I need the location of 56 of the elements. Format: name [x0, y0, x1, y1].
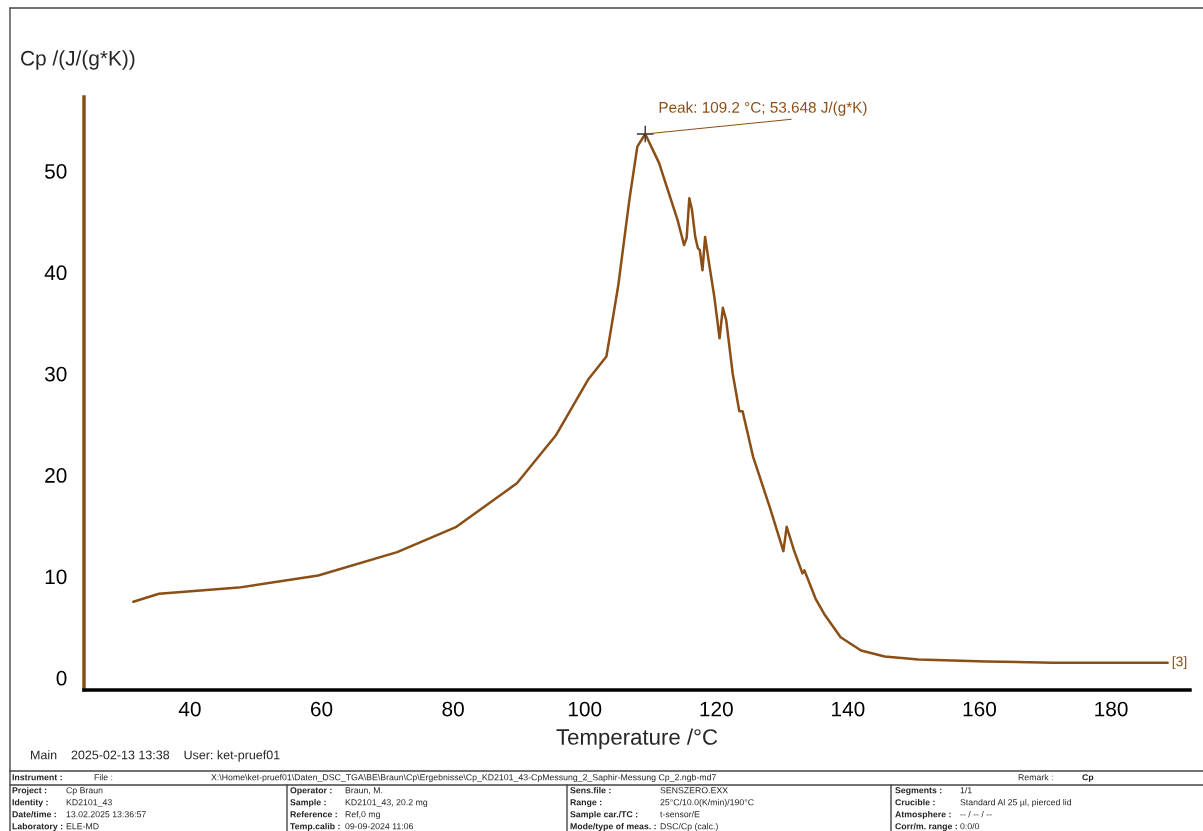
text: Identity : — [12, 798, 48, 808]
x-tick-label: 160 — [963, 701, 997, 717]
text: Reference : — [290, 810, 337, 818]
text: Range : — [570, 799, 602, 808]
text: Crucible : — [895, 798, 935, 806]
y-tick-label: 0 — [56, 670, 67, 686]
text: KD2101_43 — [66, 799, 112, 807]
text: Atmosphere : — [895, 810, 951, 820]
text: Ref,0 mg — [345, 810, 380, 820]
text: Remark : — [1018, 773, 1053, 781]
text: ELE-MD — [66, 823, 99, 830]
text: Sample car./TC : — [570, 810, 638, 820]
text: Date/time : — [12, 810, 56, 818]
text: 1/1 — [960, 786, 972, 794]
text: 09-09-2024 11:06 — [345, 823, 414, 830]
text: DSC/Cp (calc.) — [660, 822, 718, 831]
text: Corr/m. range : — [895, 822, 957, 831]
x-tick-label: 60 — [310, 701, 333, 717]
text: Laboratory : — [12, 822, 63, 831]
text: 0:0/0 — [960, 822, 980, 830]
text: t-sensor/E — [660, 810, 700, 818]
y-axis-title: Cp /(J/(g*K)) — [21, 50, 135, 70]
text: Sens.file : — [570, 786, 611, 794]
text: Project : — [12, 786, 47, 796]
text: 25°C/10.0(K/min)/190°C — [660, 798, 754, 808]
y-tick-label: 10 — [45, 569, 67, 585]
text: Temp.calib : — [290, 822, 340, 831]
text: Instrument : — [12, 774, 62, 781]
annotation: [3] — [1172, 656, 1187, 670]
text: Segments : — [895, 787, 942, 796]
text: SENSZERO.EXX — [660, 787, 728, 794]
y-tick-label: 40 — [44, 265, 67, 281]
text: File : — [94, 773, 113, 781]
x-tick-label: 80 — [442, 701, 464, 717]
y-tick-label: 20 — [45, 468, 67, 483]
text: -- / -- / -- — [960, 810, 992, 818]
x-tick-label: 140 — [832, 701, 865, 717]
x-tick-label: 100 — [568, 701, 602, 717]
annotation: Peak: 109.2 °C; 53.648 J/(g*K) — [659, 101, 867, 116]
text: Main 2025-02-13 13:38 User: ket-pruef01 — [31, 750, 280, 762]
text: Cp — [1082, 774, 1094, 783]
text: KD2101_43, 20.2 mg — [345, 799, 428, 808]
y-tick-label: 50 — [45, 164, 67, 179]
text: Mode/type of meas. : — [570, 822, 656, 831]
text: Cp Braun — [66, 787, 103, 796]
text: Operator : — [290, 787, 332, 796]
x-tick-label: 180 — [1095, 701, 1128, 717]
text: Standard Al 25 µl, pierced lid — [960, 798, 1071, 808]
x-tick-label: 40 — [178, 701, 201, 717]
x-axis-title: Temperature /°C — [556, 728, 718, 750]
text: Braun, M. — [345, 787, 383, 795]
text: Sample : — [290, 798, 326, 808]
text: 13.02.2025 13:36:57 — [66, 811, 146, 818]
x-tick-label: 120 — [700, 701, 733, 717]
y-tick-label: 30 — [44, 366, 67, 382]
text: X:\Home\ket-pruef01\Daten_DSC_TGA\BE\Braun\Cp\Ergebnisse\Cp_KD2101_43-CpMessung_2_Saphir-Messung Cp_2.ngb-md7 — [211, 773, 716, 783]
